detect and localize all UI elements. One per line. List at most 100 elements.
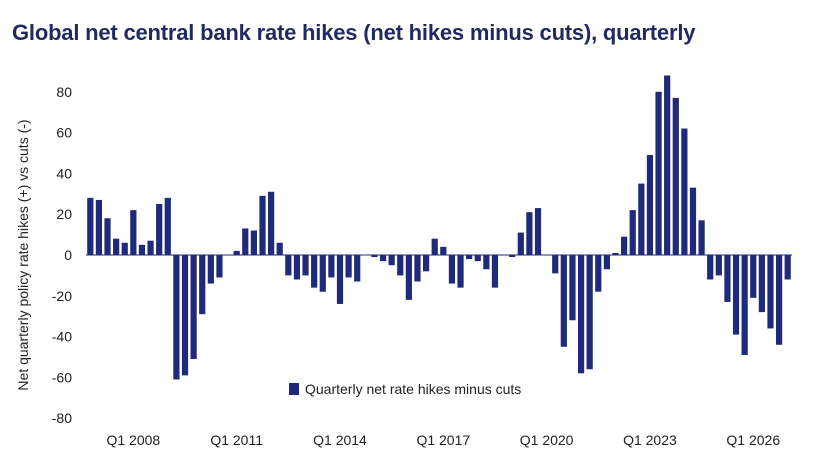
bar [664,75,671,255]
bar [95,199,103,255]
bar [336,255,344,304]
y-tick-label: -40 [52,329,72,345]
bar [552,255,559,274]
bar [388,255,395,266]
bar [741,255,748,355]
bar [113,238,120,255]
bar [457,255,464,288]
bar [276,242,283,255]
bar [104,218,111,255]
bar [621,236,628,255]
bar [646,155,654,255]
y-axis-label: Net quarterly policy rate hikes (+) vs c… [15,119,31,390]
bar [534,208,542,255]
bar [293,255,301,280]
bar [474,255,481,262]
bar [732,255,740,335]
bar [164,197,171,255]
bar [707,255,714,280]
bars [87,75,791,380]
legend-swatch [289,383,299,395]
bar [328,255,335,278]
bar [560,255,567,347]
x-axis-ticks: Q1 2008 Q1 2011 Q1 2014 Q1 2017 Q1 2020 Q1 20… [106,432,780,448]
x-tick-label: Q1 2017 [416,432,470,448]
bar [422,255,430,272]
bar [173,255,180,380]
bar [259,195,266,255]
bar [526,212,533,255]
bar [689,187,697,255]
bar [87,197,94,255]
bar [242,228,249,255]
bar [750,255,757,298]
bar [121,242,128,255]
bar [156,204,163,255]
x-tick-label: Q1 2026 [726,432,780,448]
y-tick-label: 60 [56,125,72,141]
bar [311,255,318,288]
bar [569,255,576,321]
y-tick-label: -60 [52,369,72,385]
bar [767,255,774,329]
x-tick-label: Q1 2023 [623,432,677,448]
bar [509,255,516,258]
bar [250,230,257,255]
bar [190,255,197,360]
bar [517,232,524,255]
bar [715,255,722,276]
bar [371,255,378,258]
bar [603,255,610,270]
bar [319,255,326,292]
y-tick-label: -20 [52,288,72,304]
bar [379,255,387,262]
bar [414,255,421,282]
bar [302,255,309,276]
x-tick-label: Q1 2008 [106,432,160,448]
bar [577,255,585,374]
y-tick-label: 0 [64,247,72,263]
bar [758,255,765,313]
x-tick-label: Q1 2011 [210,432,263,448]
bar [207,255,214,284]
bar [586,255,593,370]
legend-label: Quarterly net rate hikes minus cuts [305,381,521,397]
bar [405,255,412,300]
bar [181,255,189,376]
bar [724,255,731,302]
bar [268,191,275,255]
bar [147,240,154,255]
bar [397,255,404,276]
bar [698,220,705,255]
y-axis-ticks: 80 60 40 20 0 -20 -40 -60 -80 [52,84,72,426]
bar [655,91,662,255]
y-tick-label: 80 [56,84,72,100]
y-tick-label: -80 [52,410,72,426]
bar [629,210,636,255]
bar [595,255,602,292]
bar [199,255,206,315]
legend: Quarterly net rate hikes minus cuts [289,381,521,397]
bar [612,252,619,255]
bar [483,255,490,270]
bar [775,255,783,345]
x-tick-label: Q1 2014 [313,432,367,448]
bar [638,183,645,255]
bar [233,250,240,255]
x-tick-label: Q1 2020 [520,432,574,448]
bar [491,255,499,288]
bar [440,246,447,255]
bar [354,255,361,282]
y-tick-label: 40 [56,165,72,181]
bar [681,128,688,255]
bar [431,238,438,255]
bar [345,255,352,278]
bar [466,255,473,260]
chart-title: Global net central bank rate hikes (net … [12,20,696,45]
y-tick-label: 20 [56,206,72,222]
bar [138,244,146,255]
bar [672,97,679,255]
bar [784,255,791,280]
bar [448,255,456,284]
